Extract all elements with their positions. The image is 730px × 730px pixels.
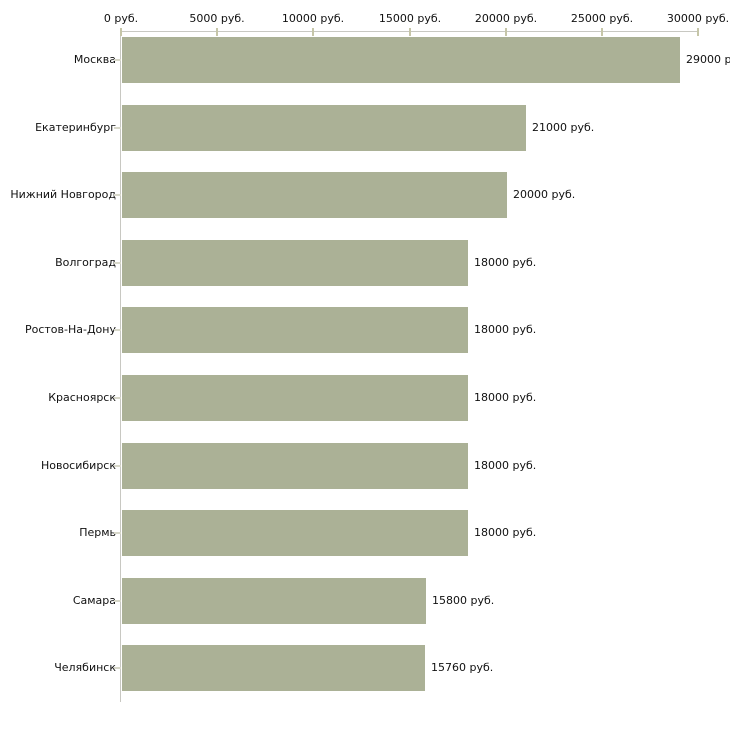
x-tick-label: 10000 руб.: [281, 12, 345, 25]
x-tick-mark: [601, 28, 603, 36]
bar-value-label: 20000 руб.: [513, 188, 576, 201]
bar-value-label: 18000 руб.: [474, 391, 537, 404]
category-tick-mark: [114, 465, 121, 467]
bar: [122, 375, 468, 421]
bar: [122, 172, 507, 218]
y-axis-line: [120, 31, 121, 702]
x-tick-label: 30000 руб.: [666, 12, 730, 25]
x-tick-mark: [312, 28, 314, 36]
category-label: Красноярск: [48, 391, 116, 404]
x-tick-label: 15000 руб.: [378, 12, 442, 25]
category-label: Новосибирск: [40, 459, 116, 472]
bar: [122, 105, 526, 151]
bar-value-label: 18000 руб.: [474, 526, 537, 539]
bar-value-label: 15760 руб.: [431, 661, 494, 674]
bar-value-label: 18000 руб.: [474, 256, 537, 269]
bar: [122, 443, 468, 489]
x-tick-label: 5000 руб.: [189, 12, 245, 25]
x-tick-label: 25000 руб.: [570, 12, 634, 25]
x-tick-mark: [505, 28, 507, 36]
category-tick-mark: [114, 397, 121, 399]
bar: [122, 307, 468, 353]
category-tick-mark: [114, 667, 121, 669]
bar-value-label: 29000 р: [686, 53, 730, 66]
x-tick-mark: [120, 28, 122, 36]
bar: [122, 37, 680, 83]
category-label: Челябинск: [54, 661, 116, 674]
category-label: Екатеринбург: [35, 121, 116, 134]
category-label: Пермь: [79, 526, 116, 539]
bar-value-label: 18000 руб.: [474, 323, 537, 336]
bar: [122, 578, 426, 624]
bar-value-label: 21000 руб.: [532, 121, 595, 134]
category-tick-mark: [114, 600, 121, 602]
x-tick-label: 0 руб.: [103, 12, 139, 25]
category-label: Ростов-На-Дону: [24, 323, 116, 336]
category-tick-mark: [114, 194, 121, 196]
bar: [122, 240, 468, 286]
bar: [122, 645, 425, 691]
category-tick-mark: [114, 532, 121, 534]
x-tick-mark: [216, 28, 218, 36]
category-label: Москва: [73, 53, 116, 66]
x-tick-mark: [697, 28, 699, 36]
category-tick-mark: [114, 329, 121, 331]
x-tick-label: 20000 руб.: [474, 12, 538, 25]
bar-value-label: 18000 руб.: [474, 459, 537, 472]
category-tick-mark: [114, 59, 121, 61]
category-tick-mark: [114, 262, 121, 264]
bar: [122, 510, 468, 556]
x-tick-mark: [409, 28, 411, 36]
bar-value-label: 15800 руб.: [432, 594, 495, 607]
category-label: Самара: [72, 594, 116, 607]
category-label: Волгоград: [55, 256, 116, 269]
category-tick-mark: [114, 127, 121, 129]
category-label: Нижний Новгород: [10, 188, 116, 201]
